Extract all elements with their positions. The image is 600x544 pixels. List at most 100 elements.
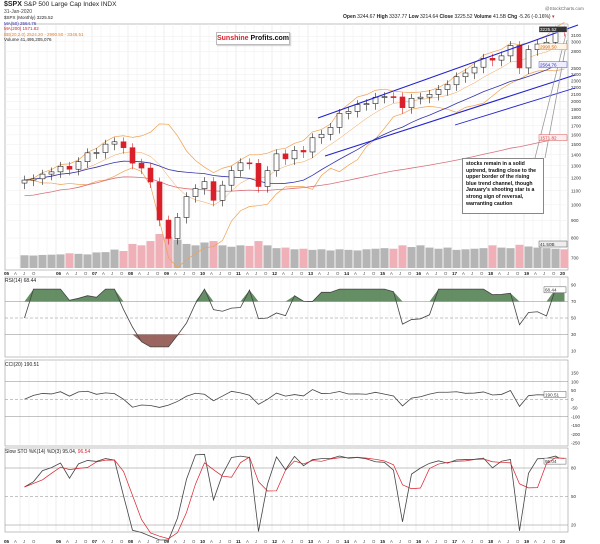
trend-channel-upper <box>317 24 579 119</box>
volume-bar <box>317 249 326 268</box>
x-month-label: J <box>23 539 25 544</box>
volume-bar <box>353 250 362 268</box>
candle-body <box>264 170 271 187</box>
x-month-label: A <box>210 271 213 276</box>
y-tick-label: 1300 <box>571 163 582 168</box>
candle-body <box>390 96 397 98</box>
candle-body <box>498 55 505 61</box>
candle-body <box>102 143 109 153</box>
open-value: 3244.67 <box>357 14 376 20</box>
x-month-label: A <box>210 539 213 544</box>
volume-bar <box>47 254 56 268</box>
legend-volume: Volume 41,495,205,076 <box>4 37 52 42</box>
candle-body <box>237 162 244 171</box>
volume-bar <box>191 245 200 268</box>
volume-bar <box>272 248 281 268</box>
candle-body <box>354 104 361 112</box>
x-year-label: 08 <box>128 271 134 276</box>
x-month-label: O <box>444 539 448 544</box>
candle-body <box>228 170 235 186</box>
x-month-label: O <box>408 539 412 544</box>
x-month-label: O <box>372 271 376 276</box>
x-month-label: A <box>498 539 501 544</box>
x-month-label: O <box>480 539 484 544</box>
y-tick-label: 1700 <box>571 123 582 128</box>
ohlc-readout: Open 3244.67 High 3337.77 Low 3214.64 Cl… <box>343 14 555 21</box>
x-year-label: 15 <box>380 271 386 276</box>
chart-date: 31-Jan-2020 <box>4 8 33 15</box>
candle-body <box>417 96 424 99</box>
volume-bar <box>245 245 254 268</box>
candle-body <box>291 150 298 160</box>
volume-bar <box>416 245 425 268</box>
candle-body <box>93 152 100 154</box>
volume-bar <box>128 243 137 268</box>
value-tag <box>538 26 568 33</box>
volume-bar <box>308 249 317 268</box>
x-month-label: J <box>507 539 509 544</box>
trend-line-support <box>454 87 576 126</box>
candle-body <box>471 66 478 74</box>
x-month-label: A <box>426 271 429 276</box>
x-month-label: O <box>32 271 36 276</box>
x-month-label: A <box>138 271 141 276</box>
x-month-label: O <box>480 271 484 276</box>
volume-bar <box>461 249 470 268</box>
x-month-label: A <box>318 539 321 544</box>
copyright[interactable]: @StockCharts.com <box>545 6 584 11</box>
x-year-label: 09 <box>164 539 170 544</box>
x-year-label: 20 <box>560 539 566 544</box>
x-month-label: O <box>228 271 232 276</box>
x-year-label: 12 <box>272 271 278 276</box>
x-month-label: O <box>156 271 160 276</box>
y-tick-label: 1400 <box>571 152 582 157</box>
stoch-k-label: Slow STO %K(14) %D(3) 95.04, <box>5 449 77 455</box>
sunshine-profits-logo: Sunshine Profits.com <box>216 32 290 45</box>
x-year-label: 13 <box>308 271 314 276</box>
x-year-label: 13 <box>308 539 314 544</box>
x-month-label: O <box>120 271 124 276</box>
volume-bar <box>398 245 407 268</box>
volume-bar <box>335 249 344 268</box>
chg-value: -5.26 (-0.16%) <box>518 14 551 20</box>
y-tick-label: 1100 <box>571 188 581 193</box>
volume-bar <box>497 247 506 268</box>
volume-bar <box>326 250 335 268</box>
value-tag-label: 3225.52 <box>540 27 557 32</box>
candle-body <box>219 184 226 201</box>
x-month-label: J <box>435 539 437 544</box>
x-month-label: A <box>462 539 465 544</box>
x-month-label: J <box>291 539 293 544</box>
volume-bar <box>56 254 65 268</box>
y-tick-label: 2200 <box>571 85 582 90</box>
candle-body <box>57 166 64 173</box>
x-month-label: A <box>462 271 465 276</box>
x-month-label: J <box>147 271 149 276</box>
x-month-label: J <box>399 271 401 276</box>
x-month-label: J <box>111 271 113 276</box>
candle-body <box>39 173 46 180</box>
x-year-label: 16 <box>416 539 422 544</box>
volume-bar <box>20 255 29 268</box>
x-month-label: J <box>255 539 257 544</box>
x-year-label: 17 <box>452 271 458 276</box>
value-tag-label: 2990.50 <box>540 44 557 49</box>
y-tick-label: 2100 <box>571 92 582 97</box>
x-month-label: J <box>219 271 221 276</box>
volume-bar <box>344 249 353 268</box>
x-month-label: O <box>336 539 340 544</box>
candle-body <box>30 178 37 181</box>
legend-bb: BB(20,2.0) 2524.20 - 2990.50 - 3346.51 <box>4 31 84 37</box>
y-tick-label: 3000 <box>571 39 582 44</box>
x-year-label: 05 <box>4 271 10 276</box>
volume-bar <box>182 243 191 268</box>
cci-tick-label: 150 <box>571 371 579 376</box>
candle-body <box>507 45 514 57</box>
x-year-label: 07 <box>92 271 98 276</box>
x-month-label: J <box>399 539 401 544</box>
y-tick-label: 2400 <box>571 72 582 77</box>
cci-tick-label: -100 <box>571 414 581 419</box>
x-month-label: O <box>192 271 196 276</box>
volume-bar <box>542 248 551 268</box>
candle-body <box>363 103 370 105</box>
